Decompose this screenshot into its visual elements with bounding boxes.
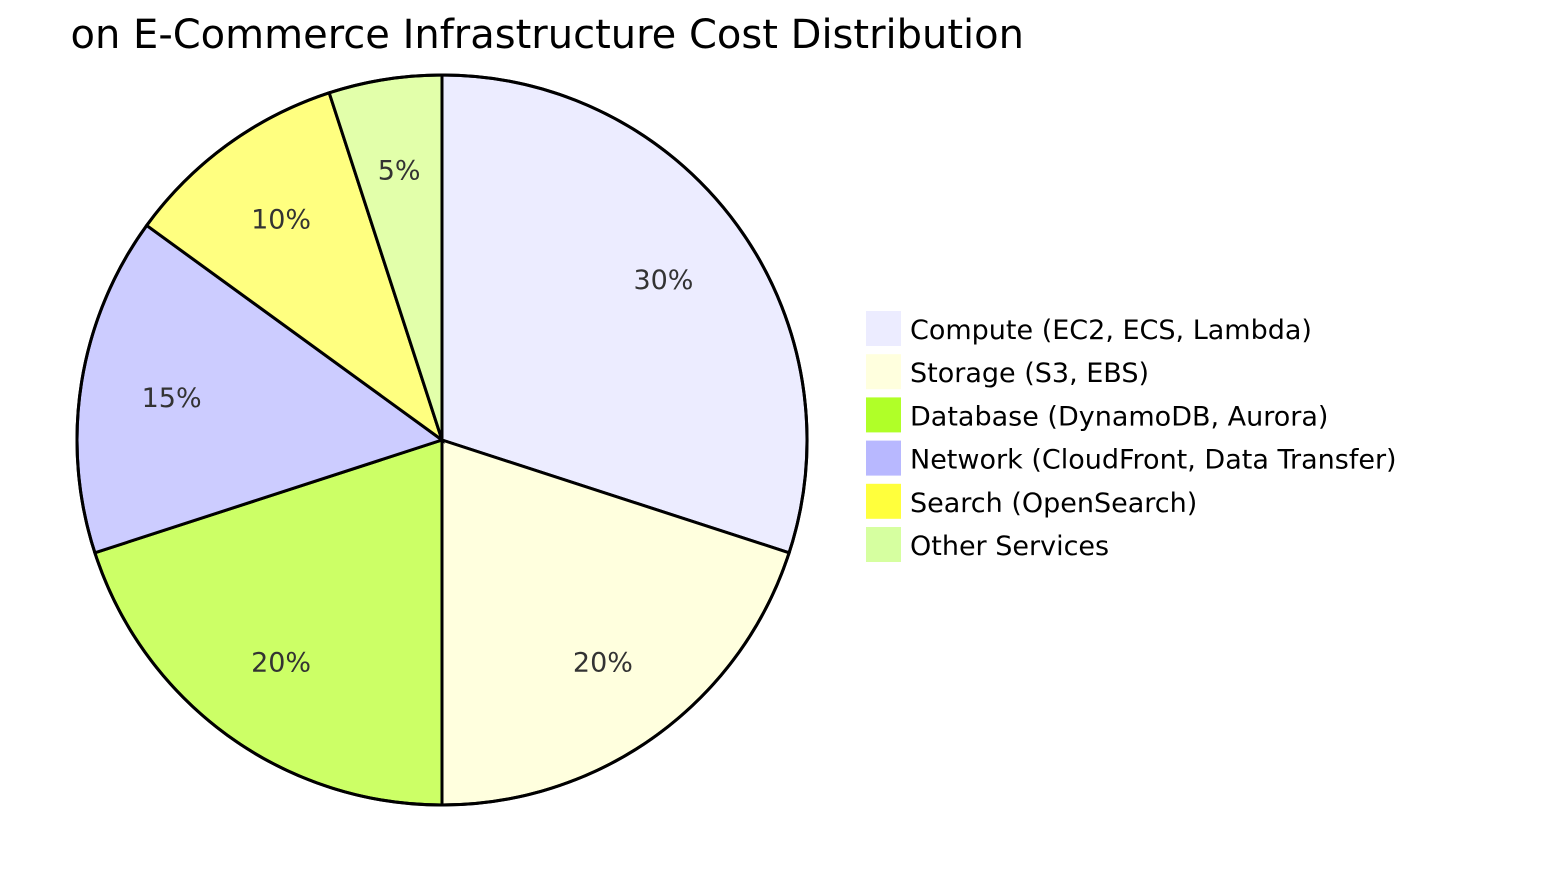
legend-swatch: [866, 311, 901, 346]
legend-label: Storage (S3, EBS): [910, 358, 1149, 389]
slice-percent-label: 15%: [142, 383, 202, 414]
pie-outline: [75, 73, 809, 807]
slice-percent-label: 10%: [251, 205, 311, 236]
legend-label: Network (CloudFront, Data Transfer): [910, 445, 1397, 476]
chart-title: on E-Commerce Infrastructure Cost Distri…: [71, 12, 1025, 58]
legend-swatch: [866, 440, 901, 476]
legend-swatch: [866, 483, 901, 519]
legend-label: Search (OpenSearch): [910, 488, 1197, 519]
legend: Compute (EC2, ECS, Lambda) Storage (S3, E…: [866, 311, 1397, 562]
slice-percent-label: 20%: [573, 647, 633, 678]
legend-swatch: [866, 397, 901, 433]
slice-percent-label: 5%: [378, 156, 421, 187]
legend-label: Database (DynamoDB, Aurora): [910, 401, 1328, 432]
slice-percent-label: 20%: [251, 647, 311, 678]
slice-percent-label: 30%: [633, 265, 693, 296]
pie-slices: [75, 73, 809, 807]
slice-labels: 30% 20% 20% 15% 10% 5%: [142, 156, 694, 679]
legend-swatch: [866, 527, 901, 562]
legend-label: Other Services: [910, 531, 1109, 562]
legend-label: Compute (EC2, ECS, Lambda): [910, 315, 1312, 346]
legend-swatch: [866, 354, 901, 390]
